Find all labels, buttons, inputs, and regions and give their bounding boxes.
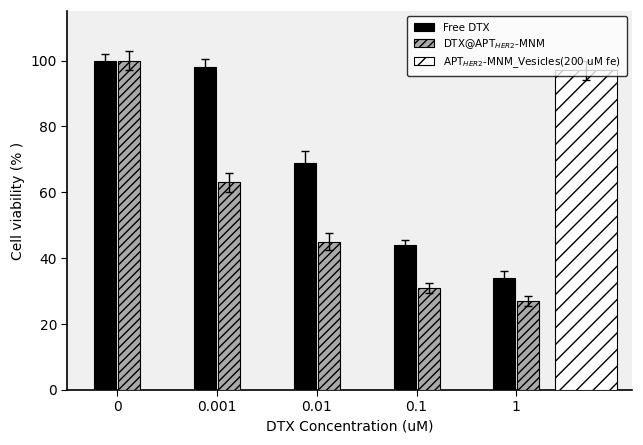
Bar	[318, 242, 340, 390]
Bar	[118, 61, 140, 390]
Bar	[394, 245, 415, 390]
X-axis label: DTX Concentration (uM): DTX Concentration (uM)	[266, 420, 433, 434]
Bar	[194, 67, 216, 390]
Bar	[218, 182, 240, 390]
Y-axis label: Cell viability (% ): Cell viability (% )	[11, 142, 25, 259]
Bar	[493, 278, 516, 390]
Bar	[518, 301, 539, 390]
Bar	[294, 162, 316, 390]
Legend: Free DTX, DTX@APT$_{HER2}$-MNM, APT$_{HER2}$-MNM_Vesicles(200 uM fe): Free DTX, DTX@APT$_{HER2}$-MNM, APT$_{HE…	[408, 16, 627, 76]
Bar	[556, 70, 617, 390]
Bar	[417, 288, 440, 390]
Bar	[95, 61, 116, 390]
